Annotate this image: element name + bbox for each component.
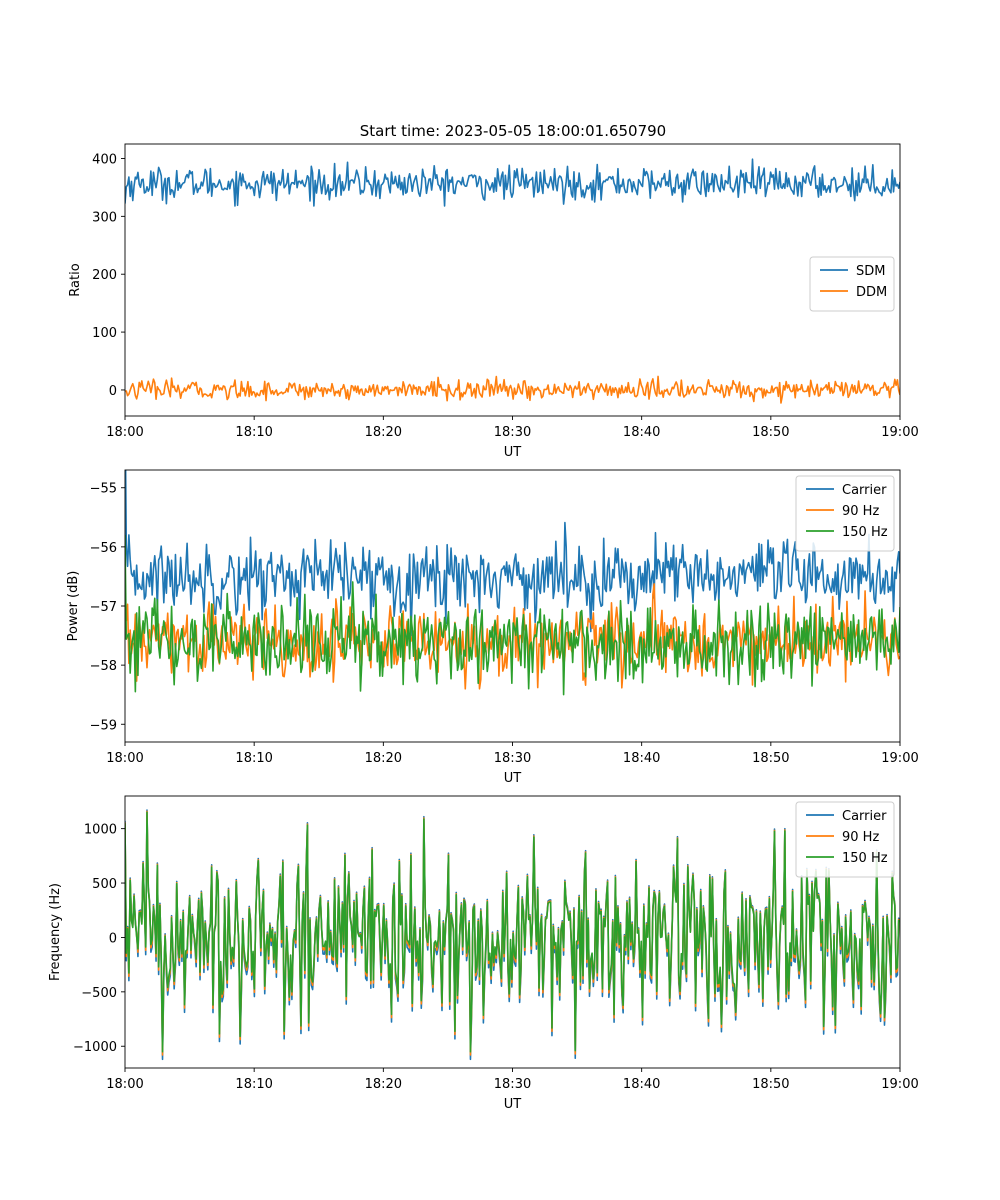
y-tick-label: 500: [92, 877, 117, 892]
chart-panel-2: 18:00 18:10 18:20 18:30 18:40 18:50 19:00 −55 −5…: [66, 469, 919, 786]
y-tick-label: −57: [90, 600, 117, 615]
legend-box: [795, 801, 895, 878]
y-tick-label: −500: [81, 986, 117, 1001]
x-tick-label: 18:40: [623, 425, 660, 440]
y-tick-label: −58: [90, 659, 117, 674]
x-tick-label: 18:10: [235, 751, 272, 766]
legend-label: DDM: [856, 285, 887, 300]
x-tick-label: 19:00: [881, 751, 918, 766]
x-tick-label: 18:50: [752, 751, 789, 766]
x-tick-label: 18:20: [365, 1077, 402, 1092]
x-tick-label: 18:00: [106, 1077, 143, 1092]
x-tick-label: 18:40: [623, 751, 660, 766]
y-tick-label: −56: [90, 541, 117, 556]
x-tick-label: 18:40: [623, 1077, 660, 1092]
legend-label: 150 Hz: [842, 851, 888, 866]
legend-box: [795, 475, 895, 552]
x-axis-label: UT: [504, 1097, 522, 1112]
legend-label: Carrier: [842, 483, 887, 498]
y-tick-label: 1000: [84, 823, 117, 838]
legend-label: SDM: [856, 264, 885, 279]
legend: Carrier 90 Hz 150 Hz: [795, 801, 895, 878]
legend: SDM DDM: [809, 256, 895, 312]
x-tick-label: 18:30: [494, 751, 531, 766]
x-axis-label: UT: [504, 771, 522, 786]
x-tick-label: 18:10: [235, 425, 272, 440]
x-tick-label: 18:50: [752, 425, 789, 440]
x-tick-label: 18:20: [365, 751, 402, 766]
series-line-carrier: [125, 470, 900, 637]
series-line-150-hz: [125, 535, 900, 696]
y-tick-label: −55: [90, 482, 117, 497]
chart-panel-1: 18:00 18:10 18:20 18:30 18:40 18:50 19:00 0 100 2…: [68, 143, 919, 460]
y-axis-label: Frequency (Hz): [48, 883, 63, 981]
legend-label: Carrier: [842, 809, 887, 824]
x-tick-label: 18:30: [494, 425, 531, 440]
x-tick-label: 18:10: [235, 1077, 272, 1092]
legend-label: 150 Hz: [842, 525, 888, 540]
series-line-ddm: [125, 375, 900, 404]
series-line-150-hz: [125, 811, 900, 1053]
y-tick-label: 400: [92, 152, 117, 167]
legend: Carrier 90 Hz 150 Hz: [795, 475, 895, 552]
y-axis-label: Ratio: [68, 263, 83, 296]
y-tick-label: 200: [92, 268, 117, 283]
y-tick-label: 300: [92, 210, 117, 225]
legend-label: 90 Hz: [842, 504, 879, 519]
figure-title: Start time: 2023-05-05 18:00:01.650790: [360, 122, 666, 140]
x-axis-label: UT: [504, 445, 522, 460]
series-line-sdm: [125, 158, 900, 207]
x-tick-label: 18:30: [494, 1077, 531, 1092]
axes-frame: [124, 469, 901, 743]
x-tick-label: 19:00: [881, 425, 918, 440]
y-tick-label: −59: [90, 718, 117, 733]
x-tick-label: 18:50: [752, 1077, 789, 1092]
x-tick-label: 18:00: [106, 425, 143, 440]
x-tick-label: 18:00: [106, 751, 143, 766]
y-tick-label: 100: [92, 326, 117, 341]
y-axis-label: Power (dB): [66, 571, 81, 642]
x-tick-label: 19:00: [881, 1077, 918, 1092]
y-tick-label: 0: [109, 931, 117, 946]
y-tick-label: 0: [109, 384, 117, 399]
legend-label: 90 Hz: [842, 830, 879, 845]
chart-panel-3: 18:00 18:10 18:20 18:30 18:40 18:50 19:00 1000 5…: [48, 795, 919, 1112]
x-tick-label: 18:20: [365, 425, 402, 440]
y-tick-label: −1000: [73, 1040, 117, 1055]
